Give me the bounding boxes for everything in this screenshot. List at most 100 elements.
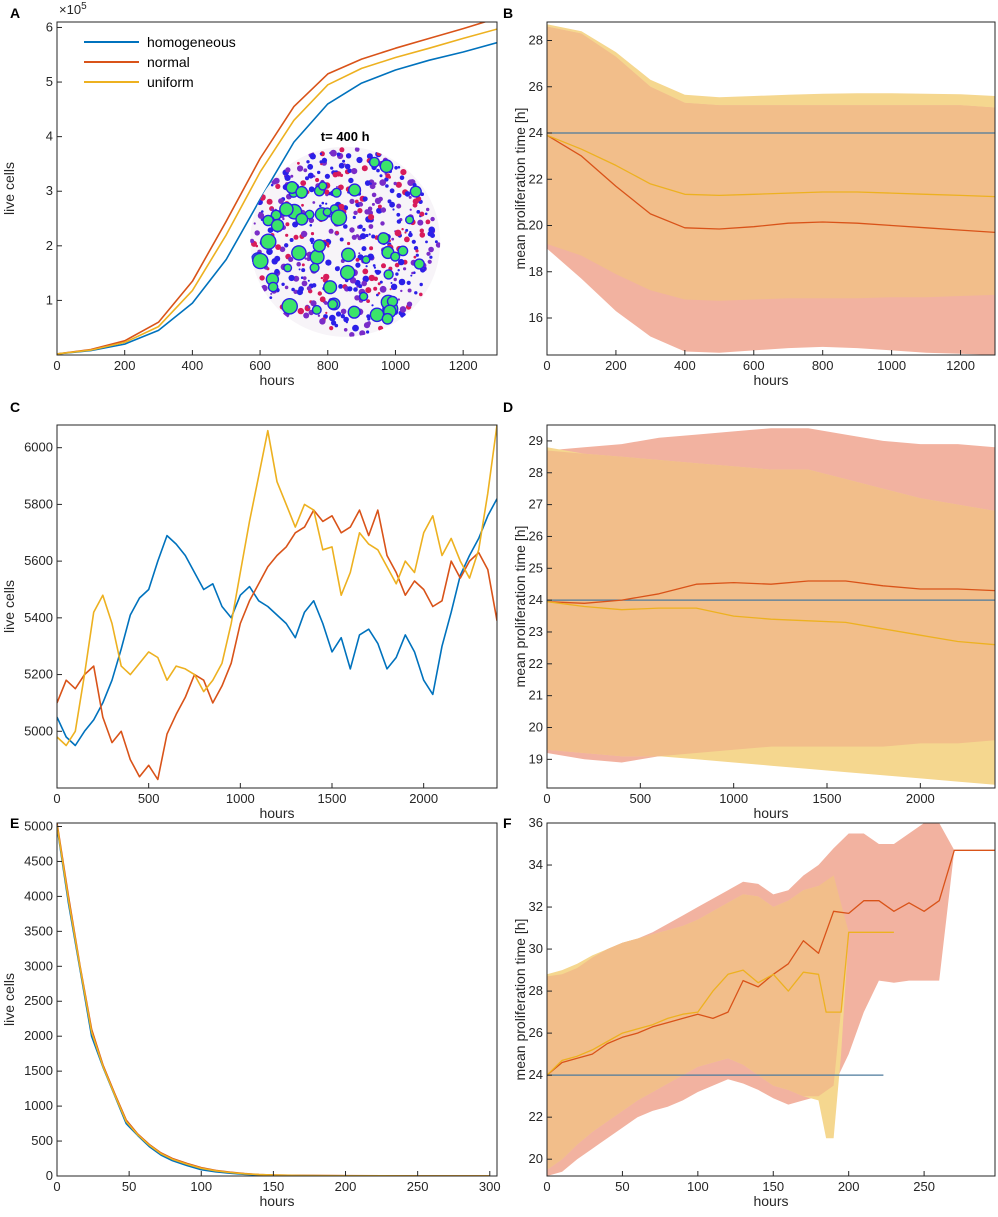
panel-a-inset-cell (411, 239, 416, 244)
panel-a-legend-label-normal: normal (147, 54, 190, 70)
panel-a-inset-colony (378, 233, 389, 244)
panel-a-inset-cell (335, 231, 339, 235)
panel-c-series-normal (57, 509, 497, 781)
panel-a-inset-cell (373, 182, 377, 186)
panel-d-ytick-label: 27 (529, 497, 543, 512)
panel-a-inset-cell (376, 151, 382, 157)
panel-a-ytick-label: 5 (46, 74, 53, 89)
panel-b-xtick-label: 800 (812, 358, 834, 373)
panel-a-inset-cell (368, 274, 375, 282)
panel-a-inset-cell (379, 174, 383, 178)
panel-a-inset-cell (361, 280, 368, 287)
panel-a-inset-cell (285, 233, 289, 237)
panel-e-series-homogeneous (57, 826, 490, 1176)
panel-a-inset-colony (296, 214, 307, 225)
panel-a-inset-cell (372, 264, 376, 267)
panel-a-series-homogeneous (57, 41, 497, 355)
panel-e: E0 50 100 150 200 250 300050010001500200025003… (1, 815, 501, 1209)
panel-f-xtick-label: 250 (913, 1179, 935, 1194)
panel-a-inset-colony (310, 264, 319, 272)
panel-a-inset-cell (396, 203, 402, 209)
panel-f-xtick-label: 150 (762, 1179, 784, 1194)
panel-a-inset-colony (305, 211, 314, 219)
panel-a-inset-cell (310, 300, 317, 307)
panel-a-inset-cell (399, 175, 405, 180)
panel-a-inset-colony (411, 186, 421, 197)
panel-a-inset-cell (298, 268, 301, 271)
panel-a-inset-colony (292, 246, 306, 260)
panel-b-ytick-label: 16 (529, 310, 543, 325)
panel-f-ytick-label: 20 (529, 1151, 543, 1166)
panel-a-inset-cell (366, 314, 371, 319)
panel-a-inset-cell (317, 291, 322, 296)
panel-a-inset-colony (331, 210, 346, 225)
panel-d-ytick-label: 20 (529, 720, 543, 735)
panel-f-ylabel: mean proliferation time [h] (512, 919, 528, 1081)
panel-a-inset-cell (338, 162, 345, 169)
panel-a-inset-cell (353, 287, 358, 292)
panel-a-inset-cell (310, 232, 315, 236)
panel-a-series-normal (57, 22, 488, 355)
panel-a-inset-cell (384, 177, 389, 182)
panel-a-inset-cell (303, 312, 310, 319)
panel-b-xlabel: hours (753, 372, 788, 388)
panel-e-ytick-label: 1000 (24, 1098, 53, 1113)
panel-a-inset-cell (369, 246, 374, 251)
panel-a-ytick-label: 2 (46, 238, 53, 253)
panel-a-inset-cell (394, 229, 402, 237)
panel-e-letter: E (10, 815, 19, 831)
panel-a-inset-cell (354, 295, 360, 301)
panel-e-series-normal (57, 823, 490, 1176)
panel-a-inset-cell (349, 227, 355, 233)
panel-a-inset-cell (274, 255, 281, 262)
panel-a-inset-cell (331, 320, 337, 326)
panel-f-ytick-label: 34 (529, 857, 543, 872)
panel-a-inset-cell (409, 231, 412, 234)
panel-a-inset-cell (329, 314, 336, 322)
panel-e-xtick-label: 250 (407, 1179, 429, 1194)
panel-a-inset-cell (300, 180, 307, 187)
panel-a-exponent-power: 5 (81, 1, 87, 12)
panel-a-inset-cell (404, 236, 410, 243)
panel-d-xtick-label: 1000 (719, 791, 748, 806)
panel-a-inset-cell (430, 216, 435, 222)
panel-a-inset-cell (376, 293, 379, 297)
panel-a-inset-colony (261, 234, 276, 249)
panel-a-inset-colony (349, 307, 360, 318)
panel-a-inset-cell (310, 241, 314, 245)
panel-b-ytick-label: 22 (529, 171, 543, 186)
panel-a-inset-cell (266, 248, 273, 255)
panel-a-xlabel: hours (259, 372, 294, 388)
panel-a-inset-cell (393, 181, 397, 186)
panel-a-inset-cell (304, 257, 307, 260)
panel-a-inset-colony (280, 203, 293, 216)
panel-a-inset-cell (293, 275, 300, 282)
panel-a-inset-cell (423, 266, 427, 270)
panel-a-inset-cell (358, 224, 363, 229)
panel-a-inset-cell (351, 168, 358, 175)
panel-b-ytick-label: 20 (529, 218, 543, 233)
panel-a-inset-cell (253, 222, 256, 225)
panel-a-inset-cell (308, 186, 315, 193)
panel-c-ytick-label: 5600 (24, 553, 53, 568)
panel-a-inset-cell (390, 283, 398, 290)
panel-b-xtick-label: 400 (674, 358, 696, 373)
panel-a-inset-cell (288, 256, 294, 262)
panel-a-inset-cell (366, 330, 370, 334)
panel-e-ytick-label: 4500 (24, 853, 53, 868)
panel-a-inset-cell (270, 183, 274, 187)
panel-d: D 0 500 1000 1500 2000 19 20 21 22 23 24 25 26 27 28 29 h… (503, 399, 996, 821)
panel-a-inset-cell (301, 268, 306, 273)
panel-a-inset-cell (395, 272, 399, 276)
panel-a-inset-cell (368, 224, 374, 229)
panel-a-inset-cell (324, 173, 330, 179)
panel-c-plot-area (57, 425, 497, 781)
panel-a-inset-cell (323, 157, 326, 160)
panel-c-ylabel: live cells (1, 580, 17, 633)
panel-a-inset-colony (272, 220, 283, 231)
panel-c-xtick-label: 500 (138, 791, 160, 806)
panel-a-inset-cell (368, 233, 371, 236)
panel-e-xtick-label: 200 (335, 1179, 357, 1194)
panel-e-ytick-label: 0 (46, 1168, 53, 1183)
